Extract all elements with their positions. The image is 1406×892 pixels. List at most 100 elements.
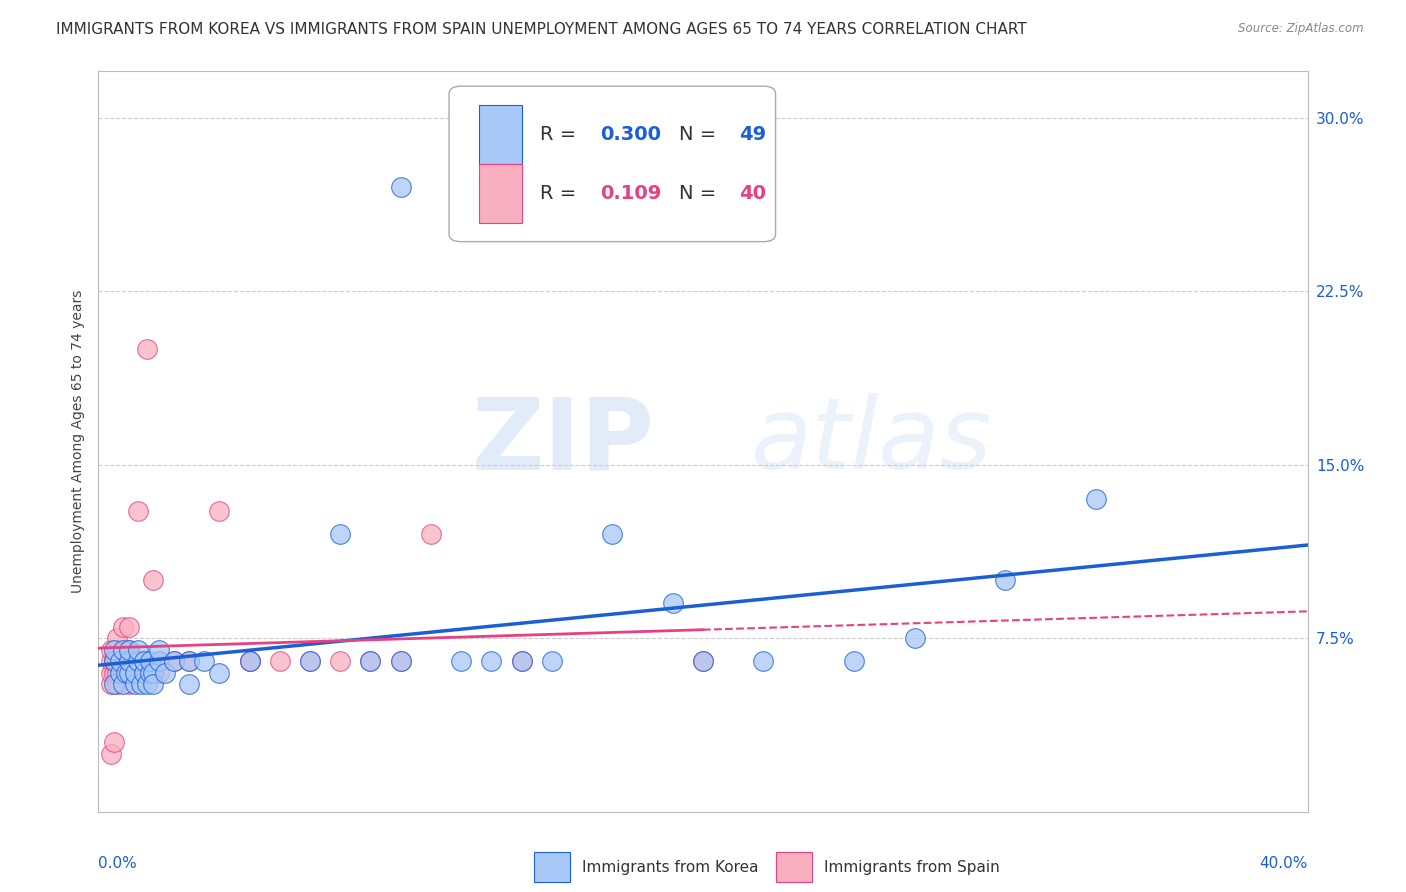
Text: ZIP: ZIP	[472, 393, 655, 490]
Point	[153, 665, 176, 680]
Point	[602, 527, 624, 541]
Point	[135, 677, 157, 691]
Point	[111, 654, 134, 668]
Point	[148, 654, 170, 668]
Point	[118, 654, 141, 668]
Point	[661, 597, 683, 611]
Point	[142, 665, 165, 680]
Text: IMMIGRANTS FROM KOREA VS IMMIGRANTS FROM SPAIN UNEMPLOYMENT AMONG AGES 65 TO 74 : IMMIGRANTS FROM KOREA VS IMMIGRANTS FROM…	[56, 22, 1026, 37]
Point	[994, 574, 1017, 588]
Point	[118, 665, 141, 680]
Point	[127, 642, 149, 657]
Y-axis label: Unemployment Among Ages 65 to 74 years: Unemployment Among Ages 65 to 74 years	[70, 290, 84, 593]
Point	[299, 654, 322, 668]
Point	[360, 654, 382, 668]
Point	[139, 654, 162, 668]
Point	[142, 677, 165, 691]
FancyBboxPatch shape	[776, 853, 811, 882]
Text: Source: ZipAtlas.com: Source: ZipAtlas.com	[1239, 22, 1364, 36]
Point	[360, 654, 382, 668]
Point	[124, 665, 146, 680]
Point	[208, 665, 231, 680]
Point	[105, 677, 128, 691]
Point	[193, 654, 215, 668]
Point	[389, 654, 412, 668]
Point	[100, 654, 122, 668]
Point	[389, 180, 412, 194]
FancyBboxPatch shape	[479, 164, 522, 223]
Text: 40.0%: 40.0%	[1260, 856, 1308, 871]
Point	[100, 677, 122, 691]
Point	[103, 654, 125, 668]
Text: Immigrants from Korea: Immigrants from Korea	[582, 860, 759, 875]
Point	[148, 642, 170, 657]
Point	[111, 642, 134, 657]
Point	[129, 677, 152, 691]
Point	[118, 619, 141, 633]
Point	[108, 654, 131, 668]
Text: atlas: atlas	[751, 393, 993, 490]
Point	[118, 654, 141, 668]
FancyBboxPatch shape	[534, 853, 569, 882]
Point	[105, 654, 128, 668]
Point	[163, 654, 186, 668]
Point	[1085, 492, 1108, 507]
Point	[269, 654, 291, 668]
Point	[118, 642, 141, 657]
Point	[692, 654, 714, 668]
Point	[111, 665, 134, 680]
Point	[111, 677, 134, 691]
Point	[103, 642, 125, 657]
Point	[103, 665, 125, 680]
Point	[114, 665, 136, 680]
Point	[299, 654, 322, 668]
Point	[239, 654, 262, 668]
Text: 0.300: 0.300	[600, 125, 661, 144]
Text: R =: R =	[540, 184, 589, 203]
Point	[510, 654, 533, 668]
Point	[450, 654, 472, 668]
Point	[510, 654, 533, 668]
Text: 0.109: 0.109	[600, 184, 661, 203]
Point	[103, 654, 125, 668]
Point	[844, 654, 866, 668]
Point	[124, 654, 146, 668]
Point	[124, 677, 146, 691]
Text: N =: N =	[679, 184, 723, 203]
Text: 49: 49	[740, 125, 766, 144]
Point	[118, 642, 141, 657]
Point	[111, 619, 134, 633]
Point	[692, 654, 714, 668]
Point	[100, 747, 122, 761]
Point	[389, 654, 412, 668]
Point	[132, 654, 155, 668]
Point	[105, 642, 128, 657]
Point	[904, 631, 927, 645]
Point	[103, 735, 125, 749]
Point	[105, 631, 128, 645]
Point	[179, 654, 201, 668]
Point	[752, 654, 775, 668]
Point	[139, 665, 162, 680]
Text: Immigrants from Spain: Immigrants from Spain	[824, 860, 1000, 875]
Point	[329, 654, 352, 668]
Point	[148, 654, 170, 668]
Point	[481, 654, 503, 668]
Point	[420, 527, 443, 541]
Text: 0.0%: 0.0%	[98, 856, 138, 871]
Point	[142, 574, 165, 588]
FancyBboxPatch shape	[449, 87, 776, 242]
Point	[329, 527, 352, 541]
Point	[100, 642, 122, 657]
Point	[540, 654, 562, 668]
Text: N =: N =	[679, 125, 723, 144]
Point	[105, 665, 128, 680]
Point	[179, 677, 201, 691]
Point	[239, 654, 262, 668]
Point	[148, 665, 170, 680]
Point	[179, 654, 201, 668]
Point	[135, 342, 157, 356]
Point	[118, 677, 141, 691]
Point	[103, 677, 125, 691]
Point	[239, 654, 262, 668]
